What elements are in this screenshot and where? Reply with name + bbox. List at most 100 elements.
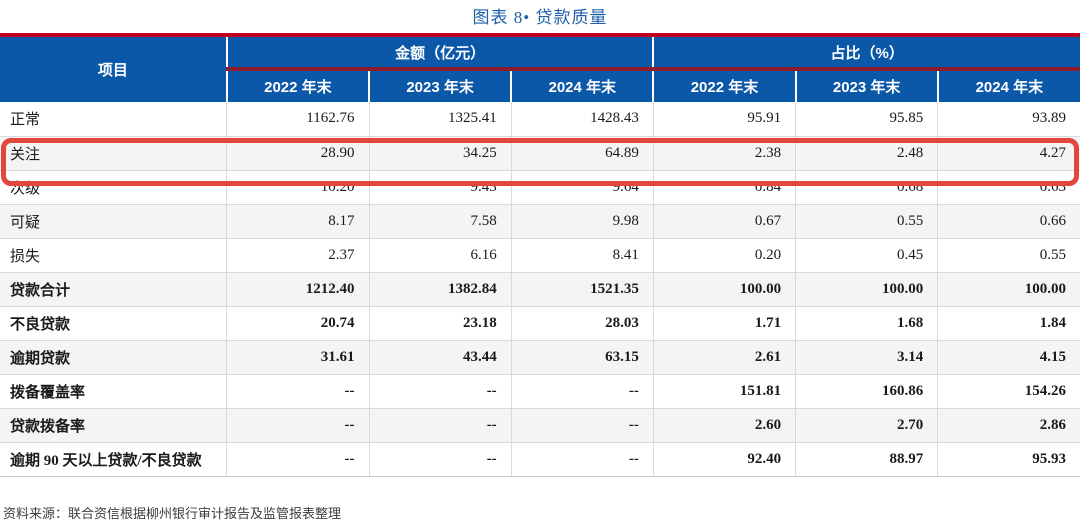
value-cell: 1212.40 [226,272,369,307]
value-cell: 100.00 [937,272,1080,307]
value-cell: 1.68 [795,306,938,341]
loan-quality-table: 项目 金额（亿元） 占比（%） 2022 年末 2023 年末 2024 年末 202… [0,33,1080,477]
table-row: 不良贷款 20.74 23.18 28.03 1.71 1.68 1.84 [0,306,1080,341]
value-cell: 28.90 [226,136,369,171]
table-row: 逾期贷款 31.61 43.44 63.15 2.61 3.14 4.15 [0,340,1080,375]
row-label: 贷款合计 [0,272,227,307]
value-cell: 0.67 [652,204,796,239]
row-label: 正常 [0,102,227,137]
column-header-year: 2023 年末 [367,69,512,102]
column-header-year: 2024 年末 [510,69,654,102]
value-cell: 31.61 [226,340,369,375]
value-cell: 7.58 [368,204,512,239]
table-row: 拨备覆盖率 -- -- -- 151.81 160.86 154.26 [0,374,1080,409]
value-cell: 1162.76 [226,102,369,137]
value-cell: -- [510,374,654,409]
value-cell: 95.85 [795,102,938,137]
value-cell: 9.64 [510,170,654,205]
row-label: 拨备覆盖率 [0,374,227,409]
column-header-item: 项目 [0,35,227,102]
column-header-year: 2023 年末 [794,69,938,102]
value-cell: 1.84 [937,306,1080,341]
value-cell: -- [226,374,369,409]
column-group-amount: 金额（亿元） [225,35,654,71]
value-cell: 2.61 [652,340,796,375]
value-cell: 2.48 [795,136,938,171]
value-cell: 34.25 [368,136,512,171]
value-cell: 20.74 [226,306,369,341]
value-cell: 160.86 [795,374,938,409]
value-cell: 0.68 [795,170,938,205]
value-cell: 9.43 [368,170,512,205]
value-cell: 1325.41 [368,102,512,137]
value-cell: 2.37 [226,238,369,273]
value-cell: 6.16 [368,238,512,273]
row-label: 可疑 [0,204,227,239]
value-cell: 151.81 [652,374,796,409]
value-cell: 95.93 [937,442,1080,477]
value-cell: 95.91 [652,102,796,137]
table-body: 正常 1162.76 1325.41 1428.43 95.91 95.85 93.89 关注… [0,102,1080,477]
row-label: 不良贷款 [0,306,227,341]
value-cell: 93.89 [937,102,1080,137]
value-cell: 0.84 [652,170,796,205]
value-cell: -- [510,442,654,477]
value-cell: 2.38 [652,136,796,171]
value-cell: 0.20 [652,238,796,273]
value-cell: 8.17 [226,204,369,239]
table-row-highlighted: 关注 28.90 34.25 64.89 2.38 2.48 4.27 [0,136,1080,171]
value-cell: 1428.43 [510,102,654,137]
value-cell: 100.00 [795,272,938,307]
table-row: 次级 10.20 9.43 9.64 0.84 0.68 0.63 [0,170,1080,205]
table-row: 正常 1162.76 1325.41 1428.43 95.91 95.85 93.89 [0,102,1080,137]
value-cell: 43.44 [368,340,512,375]
value-cell: 1382.84 [368,272,512,307]
row-label: 关注 [0,136,227,171]
value-cell: -- [510,408,654,443]
table-row: 可疑 8.17 7.58 9.98 0.67 0.55 0.66 [0,204,1080,239]
table-row: 逾期 90 天以上贷款/不良贷款 -- -- -- 92.40 88.97 95.93 [0,442,1080,477]
column-header-year: 2024 年末 [936,69,1080,102]
table-row: 贷款合计 1212.40 1382.84 1521.35 100.00 100.00 100… [0,272,1080,307]
value-cell: 2.86 [937,408,1080,443]
value-cell: 0.45 [795,238,938,273]
value-cell: 154.26 [937,374,1080,409]
value-cell: 9.98 [510,204,654,239]
row-label: 逾期贷款 [0,340,227,375]
value-cell: 1.71 [652,306,796,341]
value-cell: -- [368,442,512,477]
value-cell: 3.14 [795,340,938,375]
value-cell: 8.41 [510,238,654,273]
chart-title: 图表 8• 贷款质量 [472,8,608,27]
value-cell: 0.66 [937,204,1080,239]
value-cell: 100.00 [652,272,796,307]
value-cell: -- [368,408,512,443]
table-row: 损失 2.37 6.16 8.41 0.20 0.45 0.55 [0,238,1080,273]
row-label: 次级 [0,170,227,205]
value-cell: -- [368,374,512,409]
column-group-percentage: 占比（%） [652,35,1080,71]
column-header-year: 2022 年末 [652,69,796,102]
value-cell: -- [226,408,369,443]
value-cell: -- [226,442,369,477]
value-cell: 64.89 [510,136,654,171]
value-cell: 0.63 [937,170,1080,205]
value-cell: 0.55 [795,204,938,239]
group-header-row: 项目 金额（亿元） 占比（%） [0,35,1080,102]
row-label: 贷款拨备率 [0,408,227,443]
value-cell: 4.15 [937,340,1080,375]
value-cell: 28.03 [510,306,654,341]
column-header-year: 2022 年末 [225,69,369,102]
year-header-row: 2022 年末 2023 年末 2024 年末 2022 年末 2023 年末 2024 … [0,69,1080,102]
row-label: 损失 [0,238,227,273]
value-cell: 4.27 [937,136,1080,171]
value-cell: 1521.35 [510,272,654,307]
value-cell: 10.20 [226,170,369,205]
value-cell: 92.40 [652,442,796,477]
value-cell: 23.18 [368,306,512,341]
value-cell: 88.97 [795,442,938,477]
value-cell: 0.55 [937,238,1080,273]
table-row: 贷款拨备率 -- -- -- 2.60 2.70 2.86 [0,408,1080,443]
source-note: 资料来源：联合资信根据柳州银行审计报告及监管报表整理 [3,506,342,521]
